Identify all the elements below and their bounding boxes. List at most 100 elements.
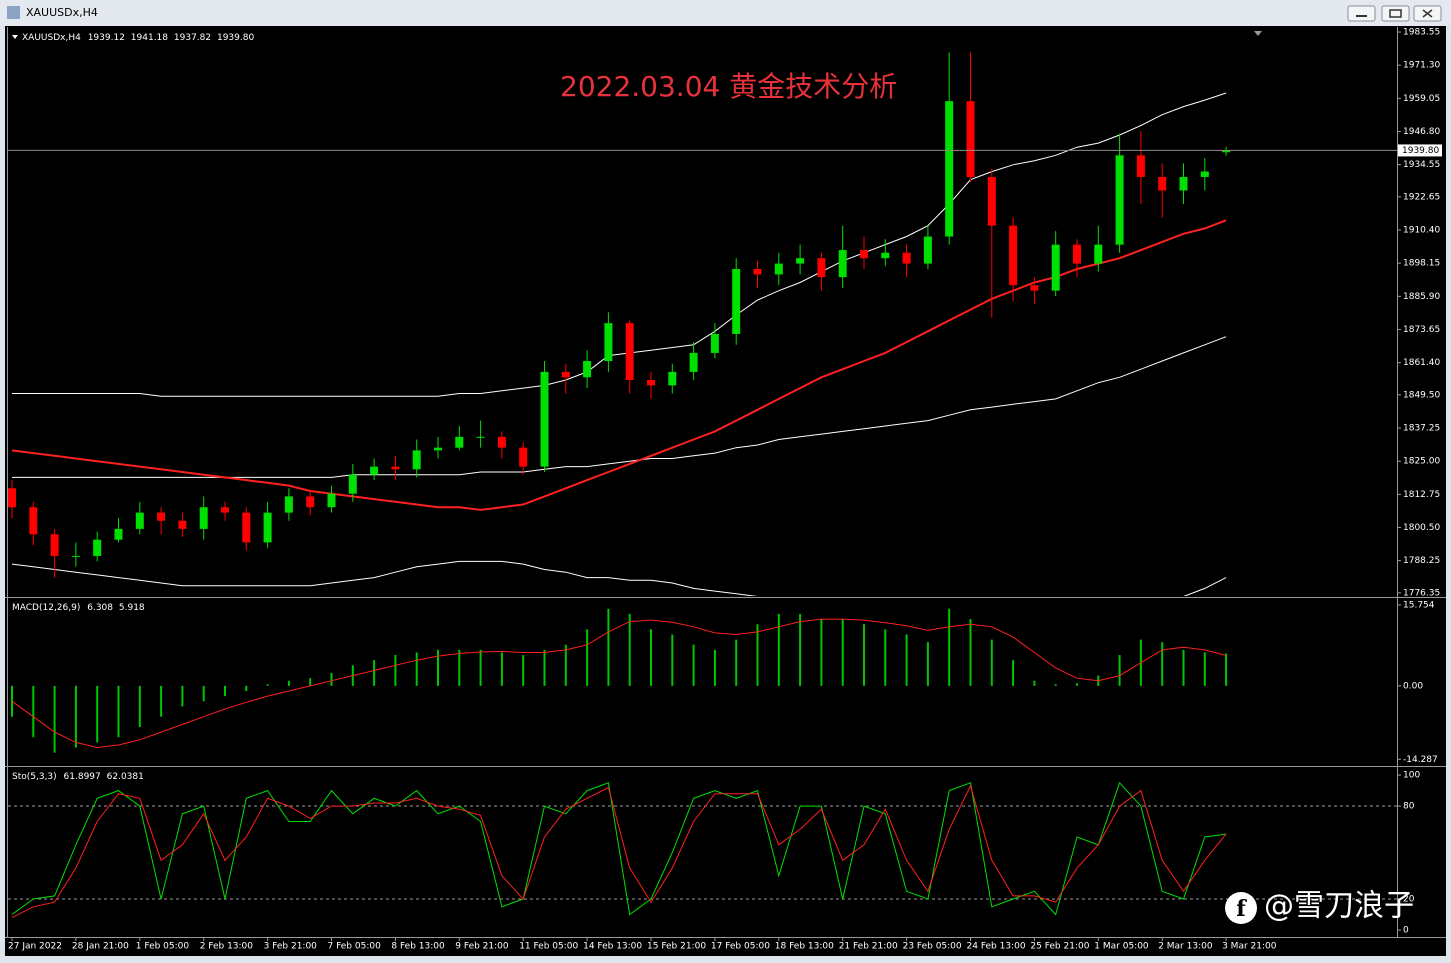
macd-bar — [202, 685, 205, 702]
close-glyph — [1422, 9, 1433, 18]
minimize-button[interactable] — [1347, 5, 1376, 22]
main-value: 61.8997 — [64, 772, 101, 782]
candle-body — [1115, 155, 1124, 245]
candle-body — [817, 258, 826, 278]
candle-body — [774, 263, 783, 275]
macd-bar — [607, 608, 610, 686]
shift-marker — [1254, 31, 1262, 36]
watermark-text: @雪刀浪子 — [1264, 889, 1414, 924]
macd-bar — [671, 634, 674, 686]
candle-body — [412, 450, 421, 470]
candle-body — [135, 512, 144, 529]
macd-bar — [1118, 655, 1121, 686]
candle-body — [476, 436, 485, 438]
window-icon — [7, 6, 20, 19]
watermark: f @雪刀浪子 — [1225, 889, 1414, 924]
y-tick-label: 1861.40 — [1403, 358, 1440, 368]
macd-bar — [948, 608, 951, 686]
y-tick-label: 0 — [1403, 926, 1409, 936]
macd-bar — [32, 685, 35, 738]
macd-bar — [245, 685, 248, 692]
macd-bar — [160, 685, 163, 717]
symbol: XAUUSDx,H4 — [22, 33, 81, 43]
candle-body — [583, 361, 592, 378]
y-tick-label: 1849.50 — [1403, 390, 1440, 400]
candle-body — [519, 447, 528, 467]
band-line — [12, 336, 1227, 478]
last-price-label: 1939.80 — [1402, 146, 1439, 156]
macd-bar — [692, 644, 695, 686]
candle-body — [29, 507, 38, 535]
x-tick-label: 9 Feb 21:00 — [455, 942, 509, 952]
macd-bar — [181, 685, 184, 707]
x-tick-label: 2 Mar 13:00 — [1158, 942, 1213, 952]
candle-body — [221, 507, 229, 513]
candle-body — [1200, 171, 1209, 177]
header-arrow — [12, 35, 18, 39]
open-value: 1939.12 — [88, 33, 125, 43]
candle-body — [1009, 225, 1018, 286]
candle-body — [1051, 244, 1060, 291]
last-price-box — [1398, 144, 1442, 157]
macd-bar — [884, 629, 887, 686]
candle-body — [753, 269, 762, 275]
macd-bar — [117, 685, 120, 738]
macd-bar — [969, 619, 972, 686]
x-tick-label: 11 Feb 05:00 — [519, 942, 578, 952]
candle-body — [732, 269, 741, 334]
x-tick-label: 25 Feb 21:00 — [1030, 942, 1089, 952]
y-tick-label: 1812.75 — [1403, 490, 1440, 500]
macd-bar — [1076, 683, 1078, 686]
macd-value: 6.308 — [87, 603, 113, 613]
candle-body — [306, 496, 315, 508]
macd-bar — [74, 685, 77, 748]
x-tick-label: 8 Feb 13:00 — [391, 942, 445, 952]
candle-body — [327, 493, 336, 508]
band-line — [12, 92, 1227, 397]
macd-bar — [990, 639, 993, 686]
macd-bar — [1203, 652, 1206, 686]
candle-body — [987, 176, 996, 226]
x-tick-label: 23 Feb 05:00 — [903, 942, 962, 952]
candle-body — [1094, 244, 1103, 264]
x-tick-label: 18 Feb 13:00 — [775, 942, 834, 952]
macd-bar — [650, 629, 652, 686]
macd-bar — [96, 685, 99, 743]
candle-body — [1158, 176, 1167, 191]
candle-body — [114, 528, 123, 540]
macd-bar — [564, 644, 567, 686]
stochastic-signal — [11, 784, 1227, 919]
moving-average — [11, 219, 1227, 511]
y-tick-label: 1788.25 — [1403, 556, 1440, 566]
macd-bar — [1225, 653, 1228, 686]
y-tick-label: 1983.55 — [1403, 28, 1440, 38]
candle-body — [157, 512, 166, 521]
y-tick-label: 1959.05 — [1403, 94, 1440, 104]
candle-body — [796, 258, 805, 264]
y-tick-label: 1873.65 — [1403, 325, 1440, 335]
macd-bar — [500, 652, 503, 686]
candle-body — [647, 379, 655, 386]
macd-bar — [863, 624, 865, 686]
candle-body — [1030, 285, 1039, 291]
macd-bar — [11, 685, 13, 717]
candle-body — [8, 488, 16, 508]
macd-bar — [1012, 660, 1015, 686]
candle-body — [1136, 155, 1145, 177]
candle-body — [199, 507, 208, 529]
macd-bar — [1054, 684, 1057, 686]
restore-button[interactable] — [1381, 5, 1410, 22]
y-tick-label: 1971.30 — [1403, 61, 1440, 71]
candle-body — [178, 520, 187, 529]
macd-bar — [415, 652, 418, 686]
low-value: 1937.82 — [174, 33, 211, 43]
macd-bar — [330, 673, 333, 686]
candle-body — [242, 512, 251, 543]
macd-bar — [53, 685, 56, 753]
macd-panel — [11, 608, 1228, 753]
watermark-icon — [1225, 892, 1257, 924]
y-tick-label: 15.754 — [1403, 600, 1435, 610]
x-tick-label: 1 Feb 05:00 — [136, 942, 190, 952]
window-title: XAUUSDx,H4 — [26, 6, 98, 19]
macd-bar — [820, 619, 823, 686]
